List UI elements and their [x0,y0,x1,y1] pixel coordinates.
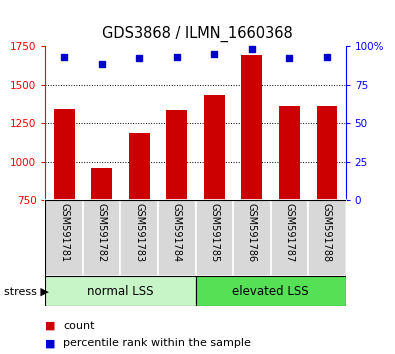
Text: GSM591785: GSM591785 [209,203,219,262]
Bar [91,168,112,200]
Text: GDS3868 / ILMN_1660368: GDS3868 / ILMN_1660368 [102,26,293,42]
Text: GSM591788: GSM591788 [322,203,332,262]
Bar [196,276,346,306]
Text: GSM591784: GSM591784 [172,203,182,262]
Bar [120,200,158,276]
Bar [45,200,83,276]
Text: count: count [63,321,95,331]
Text: GSM591781: GSM591781 [59,203,69,262]
Text: GSM591787: GSM591787 [284,203,294,262]
Bar [129,133,150,200]
Bar [279,106,300,200]
Bar [241,55,262,200]
Bar [166,110,187,200]
Text: GSM591782: GSM591782 [97,203,107,262]
Bar [204,95,225,200]
Text: stress ▶: stress ▶ [4,286,49,296]
Text: GSM591783: GSM591783 [134,203,144,262]
Bar [45,276,196,306]
Bar [271,200,308,276]
Text: percentile rank within the sample: percentile rank within the sample [63,338,251,348]
Text: GSM591786: GSM591786 [247,203,257,262]
Text: ■: ■ [45,338,56,348]
Bar [54,109,75,200]
Bar [316,106,337,200]
Bar [308,200,346,276]
Bar [233,200,271,276]
Text: normal LSS: normal LSS [87,285,154,298]
Bar [196,200,233,276]
Text: elevated LSS: elevated LSS [232,285,309,298]
Bar [83,200,120,276]
Bar [158,200,196,276]
Text: ■: ■ [45,321,56,331]
